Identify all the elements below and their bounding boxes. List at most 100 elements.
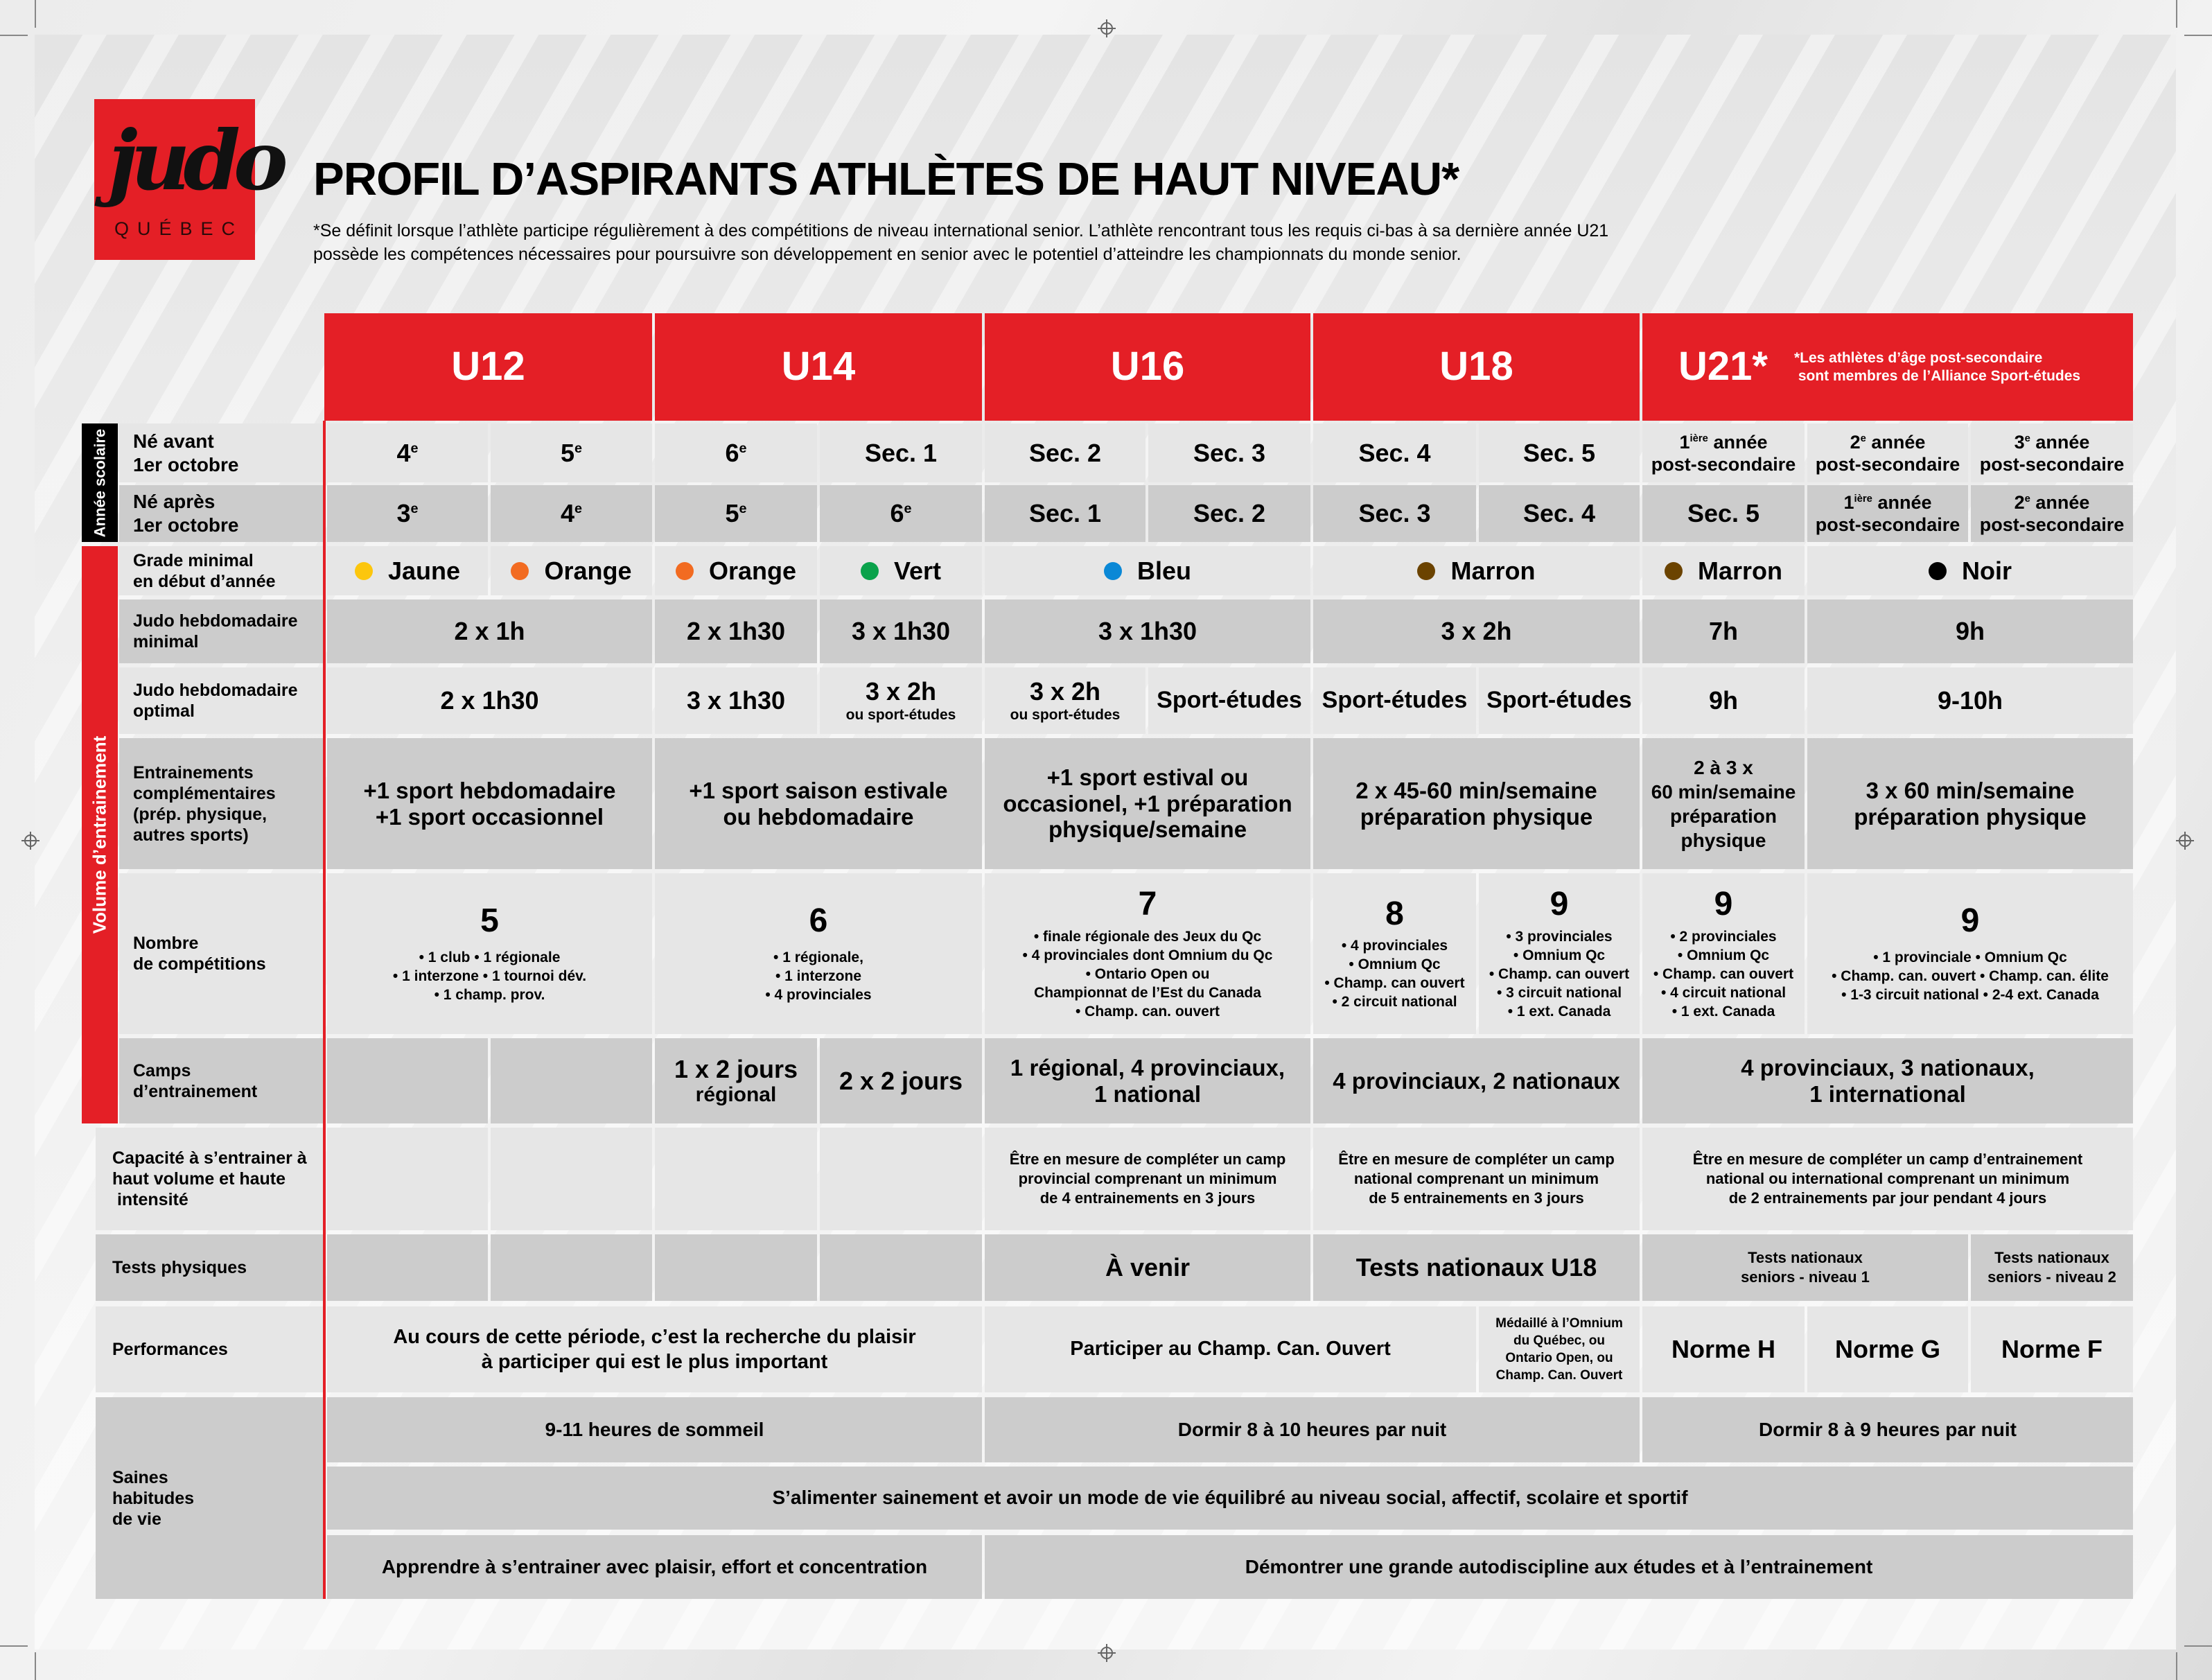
cell-competitions-u12: 5 • 1 club • 1 régionale • 1 interzone •… — [327, 873, 652, 1034]
cell-judo-min-u21b: 9h — [1807, 600, 2133, 663]
title-footnote: *Se définit lorsque l’athlète participe … — [313, 219, 1734, 266]
label-line: de compétitions — [133, 954, 266, 974]
cell-competitions-u21a: 9 • 2 provinciales • Omnium Qc • Champ. … — [1642, 873, 1805, 1034]
cell-complementary-u21a: 2 à 3 x 60 min/semaine préparation physi… — [1642, 738, 1805, 869]
cell-subtext: ou sport-études — [845, 707, 956, 724]
cell-camps-u14a: 1 x 2 jours régional — [655, 1038, 817, 1123]
competition-detail: • 4 provinciales — [1341, 938, 1448, 954]
cell-judo-min-u14b: 3 x 1h30 — [820, 600, 982, 663]
cell-judo-opt-u14a: 3 x 1h30 — [655, 667, 817, 734]
cell-text: Apprendre à s’entrainer avec plaisir, ef… — [381, 1555, 928, 1577]
cell-judo-min-u21a: 7h — [1642, 600, 1805, 663]
competition-detail: • Champ. can. ouvert — [1075, 1003, 1220, 1020]
cell-grade-u16: Bleu — [985, 546, 1310, 595]
label-line: d’entrainement — [133, 1081, 258, 1101]
cell-born-before-u14b: Sec. 1 — [820, 423, 982, 482]
cell-grade-u12a: Jaune — [327, 546, 488, 595]
cell-text: Norme F — [2001, 1335, 2103, 1364]
cell-text-line2: post-secondaire — [1815, 514, 1960, 535]
cell-line: 60 min/semaine — [1651, 780, 1796, 803]
cell-born-after-u18a: Sec. 3 — [1313, 485, 1476, 542]
belt-blue-dot-icon — [1103, 561, 1122, 580]
cell-text: 3 x 2h — [865, 676, 937, 706]
cell-capacity-u21: Être en mesure de compléter un camp d’en… — [1642, 1128, 2133, 1230]
cell-camps-u21: 4 provinciaux, 3 nationaux, 1 internation… — [1642, 1038, 2133, 1123]
cell-text: 4e — [396, 438, 419, 467]
cell-text: 3e année — [2014, 431, 2090, 453]
label-line: autres sports) — [133, 825, 249, 845]
header-label: U14 — [781, 344, 856, 390]
cell-text: 1ière année — [1843, 492, 1932, 513]
belt-label: Marron — [1450, 556, 1536, 585]
column-header-u18: U18 — [1313, 313, 1640, 421]
competition-detail: • Champ. can. ouvert • Champ. can. élite — [1832, 968, 2109, 984]
cell-grade-u18: Marron — [1313, 546, 1640, 595]
belt-orange-dot-icon — [675, 561, 694, 580]
cell-sleep-u16-u18: Dormir 8 à 10 heures par nuit — [985, 1397, 1640, 1462]
cell-judo-min-u18: 3 x 2h — [1313, 600, 1640, 663]
cell-line: Participer au Champ. Can. Ouvert — [1070, 1338, 1391, 1360]
cell-text: 2 x 1h — [454, 617, 525, 646]
label-line: Tests physiques — [112, 1258, 247, 1277]
cell-line: provincial comprenant un minimum — [1018, 1170, 1277, 1187]
cell-grade-u14b: Vert — [820, 546, 982, 595]
cell-judo-opt-u14b: 3 x 2h ou sport-études — [820, 667, 982, 734]
cell-grade-u12b: Orange — [491, 546, 652, 595]
page-title: PROFIL D’ASPIRANTS ATHLÈTES DE HAUT NIVE… — [313, 153, 1459, 205]
label-line: Saines — [112, 1467, 168, 1487]
cell-line: 3 x 60 min/semaine — [1866, 777, 2075, 803]
cell-line: occasionel, +1 préparation — [1003, 790, 1292, 816]
competition-detail: • Omnium Qc — [1513, 947, 1606, 963]
cell-capacity-u18: Être en mesure de compléter un camp nati… — [1313, 1128, 1640, 1230]
cell-text: 3 x 2h — [1029, 676, 1101, 706]
cell-line: ou hebdomadaire — [723, 803, 914, 830]
cell-tests-u12b — [491, 1234, 652, 1301]
cell-complementary-u14: +1 sport saison estivale ou hebdomadaire — [655, 738, 982, 869]
cell-line: préparation physique — [1854, 803, 2087, 830]
label-line: intensité — [112, 1190, 188, 1209]
row-label-born-before: Né avant 1er octobre — [119, 423, 323, 482]
cell-text: Sec. 5 — [1522, 438, 1596, 467]
competition-detail: • finale régionale des Jeux du Qc — [1033, 928, 1262, 945]
cell-performances-norme-f: Norme F — [1971, 1306, 2133, 1392]
cell-grade-u21b: Noir — [1807, 546, 2133, 595]
label-line: habitudes — [112, 1488, 195, 1508]
cell-subtext: régional — [695, 1083, 777, 1106]
cell-tests-u21-level2: Tests nationaux seniors - niveau 2 — [1971, 1234, 2133, 1301]
cell-text: 2 x 1h30 — [686, 617, 786, 646]
cell-text: 4e — [560, 499, 583, 528]
competition-detail: • 1 ext. Canada — [1507, 1003, 1611, 1020]
cell-line: Tests nationaux — [1748, 1249, 1863, 1266]
cell-born-after-u21c: 2e année post-secondaire — [1971, 485, 2133, 542]
cell-competitions-u16: 7 • finale régionale des Jeux du Qc • 4 … — [985, 873, 1310, 1034]
cell-text: 6e — [890, 499, 912, 528]
cell-sleep-u12-u14: 9-11 heures de sommeil — [327, 1397, 982, 1462]
cell-judo-opt-u12: 2 x 1h30 — [327, 667, 652, 734]
cell-text: Démontrer une grande autodiscipline aux … — [1245, 1555, 1873, 1577]
competition-detail: • Ontario Open ou — [1085, 965, 1210, 982]
label-line: en début d’année — [133, 571, 276, 591]
cell-line: +1 sport hebdomadaire — [363, 777, 616, 803]
cell-born-before-u14a: 6e — [655, 423, 817, 482]
cell-text: Sec. 1 — [1028, 499, 1102, 528]
cell-complementary-u16: +1 sport estival ou occasionel, +1 prépa… — [985, 738, 1310, 869]
label-line: optimal — [133, 701, 195, 721]
competition-detail: • 3 circuit national — [1496, 984, 1622, 1001]
cell-tests-u14b — [820, 1234, 982, 1301]
competition-detail: • Champ. can ouvert — [1324, 975, 1465, 992]
header-label: U18 — [1439, 344, 1513, 390]
u21-note: *Les athlètes d’âge post-secondaire sont… — [1794, 349, 2080, 385]
cell-judo-opt-u16a: 3 x 2h ou sport-études — [985, 667, 1146, 734]
competition-detail: • 4 circuit national — [1660, 984, 1787, 1001]
cell-text: Sec. 4 — [1358, 438, 1431, 467]
cell-line: Être en mesure de compléter un camp d’en… — [1692, 1150, 2083, 1168]
row-label-performances: Performances — [96, 1306, 323, 1392]
cell-line: Champ. Can. Ouvert — [1495, 1368, 1623, 1383]
row-label-habits: Saines habitudes de vie — [96, 1397, 323, 1599]
cell-line: préparation physique — [1360, 803, 1593, 830]
cell-performances-norme-g: Norme G — [1807, 1306, 1968, 1392]
cell-text: 3 x 1h30 — [851, 617, 951, 646]
cell-text: Sec. 3 — [1193, 438, 1266, 467]
label-line: Né après — [133, 491, 216, 512]
cell-camps-u14b: 2 x 2 jours — [820, 1038, 982, 1123]
